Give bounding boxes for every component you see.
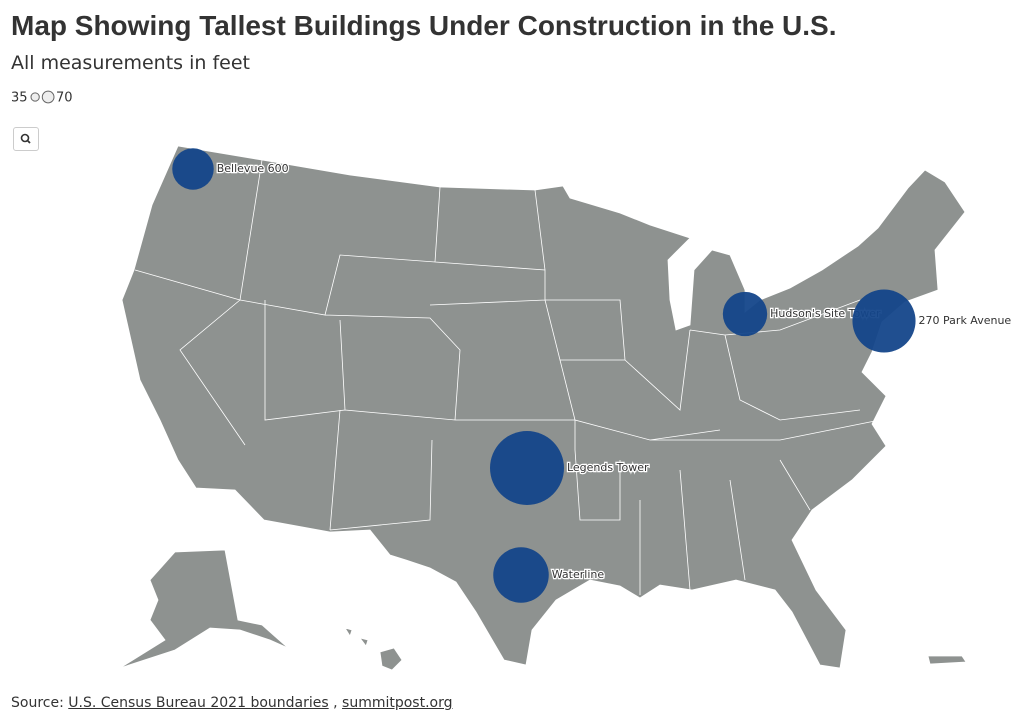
source: Source: U.S. Census Bureau 2021 boundari… bbox=[11, 695, 453, 711]
legend-circle bbox=[30, 92, 40, 102]
source-separator: , bbox=[333, 695, 338, 711]
legend-label: 35 bbox=[11, 91, 28, 106]
basemap bbox=[119, 145, 967, 671]
hawaii bbox=[344, 627, 403, 671]
source-link[interactable]: summitpost.org bbox=[342, 695, 453, 711]
bubble bbox=[722, 291, 768, 337]
bubble-label: Legends Tower bbox=[567, 461, 649, 474]
legend-circle bbox=[41, 90, 55, 104]
source-label: Source: bbox=[11, 695, 64, 711]
bubble bbox=[490, 431, 564, 505]
contiguous-us bbox=[121, 145, 966, 669]
bubble-label: Waterline bbox=[552, 568, 605, 581]
title: Map Showing Tallest Buildings Under Cons… bbox=[11, 10, 837, 41]
state-borders bbox=[134, 159, 881, 595]
search-icon bbox=[20, 133, 31, 144]
bubble bbox=[172, 148, 214, 190]
puerto-rico bbox=[927, 655, 967, 665]
source-link[interactable]: U.S. Census Bureau 2021 boundaries bbox=[68, 695, 329, 711]
bubble bbox=[493, 547, 549, 603]
legend-label: 70 bbox=[56, 91, 73, 106]
search-button[interactable] bbox=[13, 127, 39, 151]
bubble bbox=[852, 289, 916, 353]
subtitle: All measurements in feet bbox=[11, 52, 250, 74]
bubble-label: 270 Park Avenue bbox=[919, 314, 1012, 327]
alaska bbox=[119, 549, 289, 669]
bubble-label: Bellevue 600 bbox=[217, 162, 289, 175]
size-legend: 35 70 bbox=[11, 91, 73, 106]
